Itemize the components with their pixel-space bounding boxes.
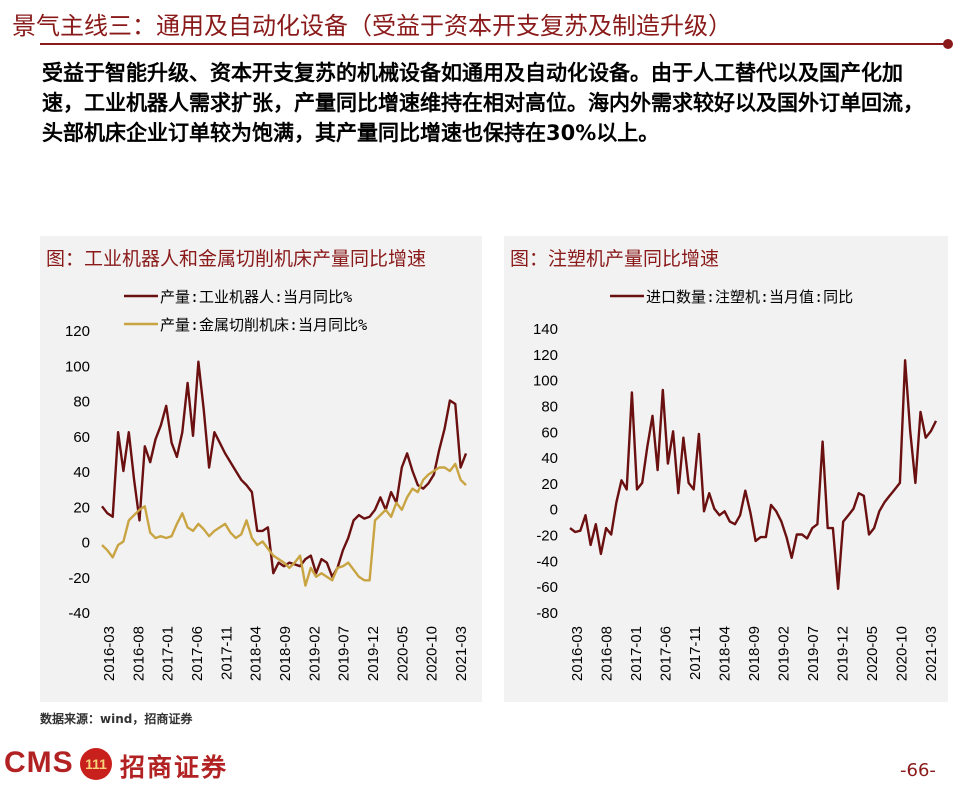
x-tick-label: 2019-07 (805, 626, 822, 681)
x-tick-label: 2016-03 (569, 626, 586, 681)
series-line (569, 359, 938, 590)
title-divider-dot (943, 39, 953, 49)
x-tick-label: 2020-10 (424, 626, 441, 681)
chart-title: 图：注塑机产量同比增速 (510, 248, 720, 270)
logo-badge-icon: 111 (80, 748, 112, 780)
y-tick-label: 20 (73, 499, 90, 516)
x-tick-label: 2018-04 (248, 626, 265, 681)
x-tick-label: 2020-05 (864, 626, 881, 681)
company-logo: CMS 111 招商证券 (4, 746, 264, 786)
x-tick-label: 2018-04 (717, 626, 734, 681)
x-tick-label: 2016-03 (101, 626, 118, 681)
y-tick-label: 80 (541, 398, 558, 415)
y-tick-label: 40 (73, 464, 90, 481)
legend-label: 产量:工业机器人:当月同比% (160, 288, 352, 306)
legend-label: 进口数量:注塑机:当月值:同比 (646, 288, 853, 306)
chart-robot-machine-tool: -40 -20 0 20 40 60 80 100 120 2016-03 2016-08 2017-… (65, 288, 470, 681)
legend-label: 产量:金属切削机床:当月同比% (160, 316, 367, 334)
y-tick-label: 80 (73, 394, 90, 411)
y-tick-label: -40 (536, 553, 558, 570)
x-tick-label: 2017-11 (218, 626, 235, 680)
x-tick-label: 2017-01 (160, 626, 177, 681)
chart-injection-molding: -80 -60 -40 -20 0 20 40 60 80 100 120 140 2016-03 201… (533, 288, 940, 681)
logo-wordmark: CMS (4, 746, 74, 779)
x-tick-label: 2019-12 (835, 626, 852, 681)
x-tick-label: 2019-02 (306, 626, 323, 681)
x-tick-label: 2020-05 (394, 626, 411, 681)
data-source-note: 数据来源：wind，招商证券 (40, 712, 193, 726)
x-tick-label: 2017-06 (658, 626, 675, 681)
y-tick-label: -20 (536, 528, 558, 545)
x-tick-label: 2016-08 (599, 626, 616, 681)
y-tick-label: 0 (550, 502, 558, 519)
x-tick-label: 2018-09 (746, 626, 763, 681)
x-tick-label: 2021-03 (453, 626, 470, 681)
y-tick-label: 60 (73, 429, 90, 446)
y-tick-label: 100 (65, 358, 90, 375)
x-tick-label: 2019-12 (365, 626, 382, 681)
chart-panel-injection-molding: 图：注塑机产量同比增速 -80 -60 -40 -20 0 20 40 60 80 100 120 1… (504, 236, 948, 702)
chart-panel-robot-machine-tool: 图：工业机器人和金属切削机床产量同比增速 -40 -20 0 20 40 60 80 100 1… (40, 236, 482, 702)
title-divider (40, 43, 950, 45)
y-tick-label: -40 (68, 605, 90, 622)
y-tick-label: 120 (65, 323, 90, 340)
page-title: 景气主线三：通用及自动化设备（受益于资本开支复苏及制造升级） (12, 12, 732, 40)
x-tick-label: 2020-10 (894, 626, 911, 681)
chart-title: 图：工业机器人和金属切削机床产量同比增速 (46, 248, 427, 270)
x-tick-label: 2017-01 (628, 626, 645, 681)
summary-paragraph: 受益于智能升级、资本开支复苏的机械设备如通用及自动化设备。由于人工替代以及国产化… (42, 61, 924, 145)
series-line (101, 462, 467, 587)
x-tick-label: 2018-09 (277, 626, 294, 681)
y-tick-label: 40 (541, 450, 558, 467)
x-tick-label: 2016-08 (130, 626, 147, 681)
logo-chinese-name: 招商证券 (120, 753, 229, 782)
y-tick-label: -80 (536, 605, 558, 622)
x-tick-label: 2021-03 (923, 626, 940, 681)
y-tick-label: -60 (536, 579, 558, 596)
y-tick-label: 100 (533, 373, 558, 390)
y-tick-label: 0 (82, 535, 90, 552)
y-tick-label: 120 (533, 347, 558, 364)
y-tick-label: -20 (68, 570, 90, 587)
y-tick-label: 60 (541, 424, 558, 441)
page-number: -66- (900, 760, 936, 781)
x-tick-label: 2019-07 (336, 626, 353, 681)
x-tick-label: 2017-06 (189, 626, 206, 681)
series-line (101, 360, 468, 578)
x-tick-label: 2017-11 (687, 626, 704, 680)
y-tick-label: 140 (533, 321, 558, 338)
y-tick-label: 20 (541, 476, 558, 493)
x-tick-label: 2019-02 (776, 626, 793, 681)
